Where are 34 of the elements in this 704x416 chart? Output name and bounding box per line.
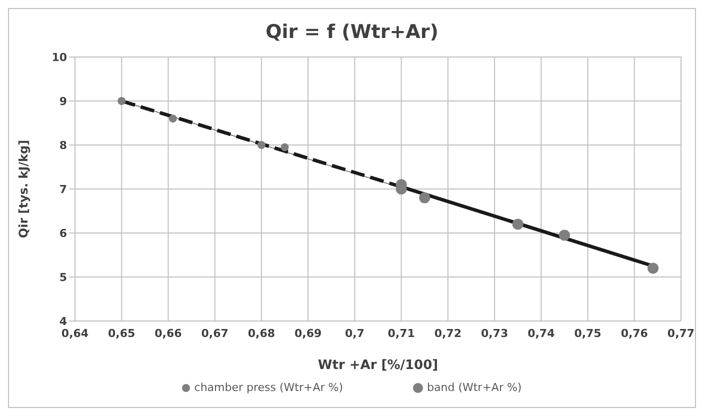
point — [168, 114, 177, 123]
y-tick-label: 6 — [59, 226, 68, 240]
point — [558, 230, 570, 241]
chart-title: Qir = f (Wtr+Ar) — [264, 21, 440, 45]
x-tick-label: 0,77 — [667, 326, 695, 340]
x-tick-label: 0,66 — [154, 326, 182, 340]
y-tick-label: 4 — [59, 314, 68, 328]
y-tick-label: 8 — [59, 138, 67, 152]
x-tick-label: 0,7 — [344, 326, 364, 340]
y-tick-label: 7 — [59, 182, 67, 196]
x-tick-label: 0,71 — [388, 326, 415, 340]
x-tick-label: 0,76 — [620, 326, 648, 340]
y-axis-title: Qir [tys. kJ/kg] — [16, 140, 30, 238]
x-tick-label: 0,67 — [201, 326, 228, 340]
point — [512, 218, 524, 230]
y-tick-label: 10 — [52, 50, 68, 64]
x-tick-label: 0,69 — [294, 326, 322, 340]
point — [280, 143, 289, 152]
x-tick-label: 0,72 — [434, 326, 462, 340]
point — [257, 141, 266, 149]
y-tick-label: 9 — [59, 94, 67, 108]
x-tick-label: 0,68 — [248, 326, 276, 340]
legend-label: chamber press (Wtr+Ar %) — [194, 381, 344, 394]
x-tick-label: 0,65 — [108, 326, 136, 340]
point — [419, 192, 430, 204]
y-tick-label: 5 — [59, 270, 67, 284]
x-tick-label: 0,74 — [528, 326, 556, 340]
x-axis-title: Wtr +Ar [%/100] — [318, 358, 438, 373]
x-tick-label: 0,73 — [480, 326, 508, 340]
x-tick-label: 0,75 — [574, 326, 602, 340]
point — [648, 262, 659, 274]
point — [118, 97, 126, 105]
legend-label: band (Wtr+Ar %) — [427, 381, 522, 394]
x-tick-label: 0,64 — [61, 326, 89, 340]
